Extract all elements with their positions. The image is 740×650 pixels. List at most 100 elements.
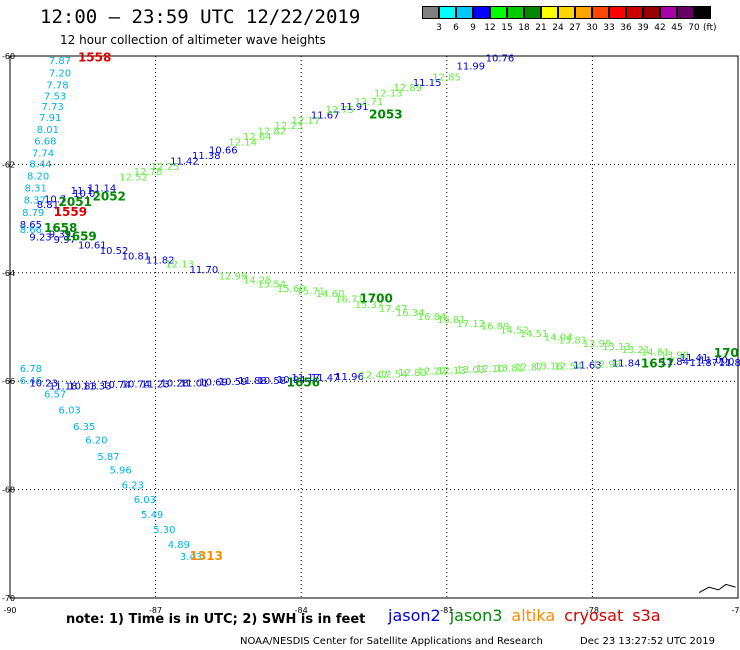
wave-height-value: 12.54: [379, 369, 408, 380]
wave-height-value: 12.83: [398, 368, 427, 379]
wave-height-value: 6.03: [59, 406, 81, 417]
wave-height-value: 11.41: [680, 353, 709, 364]
wave-height-value: 12.25: [151, 162, 180, 173]
wave-height-value: 6.46: [20, 376, 42, 387]
wave-height-value: 10.81: [122, 251, 151, 262]
wave-height-value: 11.67: [311, 110, 340, 121]
wave-height-value: 14.51: [520, 329, 549, 340]
x-tick-label: -84: [295, 606, 308, 615]
wave-height-value: 15.71: [296, 286, 325, 297]
track-time-label: 1659: [63, 229, 96, 243]
satellite-legend-entry: jason2: [388, 606, 441, 625]
satellite-legend-entry: cryosat: [564, 606, 624, 625]
wave-height-value: 11.87: [689, 358, 718, 369]
track-time-label: 1700: [359, 292, 392, 306]
wave-height-value: 11.96: [335, 372, 364, 383]
wave-height-value: 8.65: [20, 220, 42, 231]
wave-height-value: 13.21: [622, 345, 651, 356]
y-tick-label: -70: [2, 594, 15, 603]
wave-height-value: 11.38: [192, 151, 221, 162]
satellite-legend-entry: jason3: [449, 606, 503, 625]
wave-height-value: 11.18: [49, 381, 78, 392]
chart-title: 12:00 – 23:59 UTC 12/22/2019: [40, 6, 361, 28]
wave-height-value: 5.49: [141, 510, 163, 521]
wave-height-value: 14.25: [243, 276, 272, 287]
wave-height-value: 15.37: [355, 300, 384, 311]
wave-height-value: 12.89: [393, 83, 422, 94]
color-scale-tick: 33: [603, 23, 615, 33]
wave-height-value: 11.88: [238, 376, 267, 387]
track-time-label: 1313: [190, 549, 223, 563]
track-time-label: 1701: [714, 346, 740, 360]
color-scale-tick: 6: [453, 23, 459, 33]
wave-height-value: 10.59: [219, 377, 248, 388]
wave-height-value: 12.82: [258, 127, 287, 138]
y-tick-label: -62: [2, 160, 15, 169]
wave-height-value: 11.99: [457, 62, 486, 73]
wave-height-value: 8.31: [25, 184, 47, 195]
color-swatch: [575, 6, 592, 19]
wave-height-value: 10.7: [44, 194, 66, 205]
plot-frame: [9, 55, 739, 599]
wave-height-value: 11.00: [699, 355, 728, 366]
wave-height-value: 12.87: [515, 362, 544, 373]
color-scale-tick: 27: [569, 23, 581, 33]
wave-height-value: 17.12: [457, 319, 486, 330]
wave-height-value: 12.14: [228, 137, 257, 148]
wave-height-value: 10.61: [78, 240, 107, 251]
wave-height-value: 9.23: [29, 232, 51, 243]
wave-height-value: 5.30: [153, 525, 175, 536]
wave-height-value: 7.53: [44, 91, 66, 102]
color-scale-tick: 9: [470, 23, 476, 33]
wave-height-value: 11.01: [180, 379, 209, 390]
y-tick-label: -66: [2, 377, 15, 386]
y-tick-label: -64: [2, 269, 15, 278]
wave-height-value: 14.52: [500, 326, 529, 337]
wave-height-value: 12.75: [325, 105, 354, 116]
wave-height-value: 12.64: [243, 132, 272, 143]
track-time-label: 1657: [641, 357, 674, 371]
wave-height-value: 10.52: [100, 246, 129, 257]
wave-height-value: 6.35: [73, 422, 95, 433]
track-time-label: 1558: [78, 50, 111, 64]
wave-height-value: 14.04: [544, 333, 573, 344]
color-scale-tick: 18: [518, 23, 530, 33]
color-scale-tick: 39: [637, 23, 649, 33]
color-scale-tick: 15: [501, 23, 513, 33]
wave-height-value: 6.23: [122, 481, 144, 492]
wave-height-value: 13.99: [583, 339, 612, 350]
x-tick-label: -81: [440, 606, 453, 615]
color-swatch: [643, 6, 660, 19]
wave-height-value: 16.81: [437, 315, 466, 326]
color-swatch: [490, 6, 507, 19]
x-tick-label: -75: [731, 606, 740, 615]
wave-height-value: 12.13: [374, 89, 403, 100]
wave-height-value: 9.97: [54, 235, 76, 246]
coastline: [698, 583, 736, 594]
wave-height-value: 7.20: [49, 69, 71, 80]
track-time-label: 2053: [369, 107, 402, 121]
color-swatch: [609, 6, 626, 19]
wave-height-value: 7.87: [49, 56, 71, 67]
x-tick-label: -87: [149, 606, 162, 615]
color-swatch: [558, 6, 575, 19]
wave-height-value: 7.73: [42, 102, 64, 113]
wave-height-value: 12.85: [432, 72, 461, 83]
y-tick-label: -60: [2, 52, 15, 61]
color-swatch: [626, 6, 643, 19]
wave-height-value: 12.13: [165, 259, 194, 270]
wave-height-value: 11.33: [83, 381, 112, 392]
wave-height-value: 13.81: [495, 363, 524, 374]
wave-height-value: 10.66: [209, 146, 238, 157]
y-tick-label: -68: [2, 486, 15, 495]
wave-height-value: 12.54: [554, 361, 583, 372]
wave-height-value: 15.54: [258, 279, 287, 290]
wave-height-value: 12.17: [291, 116, 320, 127]
wave-height-value: 3.43: [180, 552, 202, 563]
wave-height-value: 11.17: [291, 373, 320, 384]
wave-height-value: 6.03: [134, 495, 156, 506]
wave-height-value: 12.52: [119, 173, 148, 184]
color-swatch: [456, 6, 473, 19]
wave-height-value: 7.91: [39, 113, 61, 124]
wave-height-value: 11.1: [71, 186, 93, 197]
